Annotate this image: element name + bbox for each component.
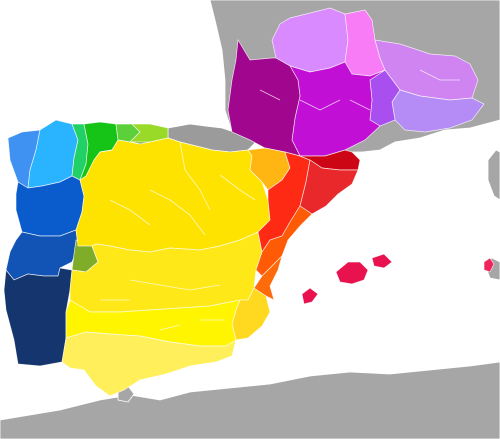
land-africa <box>0 361 500 439</box>
region-ibiza <box>301 287 319 305</box>
region-alguerese <box>483 257 495 273</box>
internal-borders <box>99 69 460 331</box>
region-valencian-south <box>253 254 283 301</box>
region-castilian-north <box>75 137 271 253</box>
region-andalusian <box>61 331 237 397</box>
region-gascon <box>227 38 301 157</box>
region-central-catalan <box>299 159 359 215</box>
region-mallorca <box>335 253 393 285</box>
